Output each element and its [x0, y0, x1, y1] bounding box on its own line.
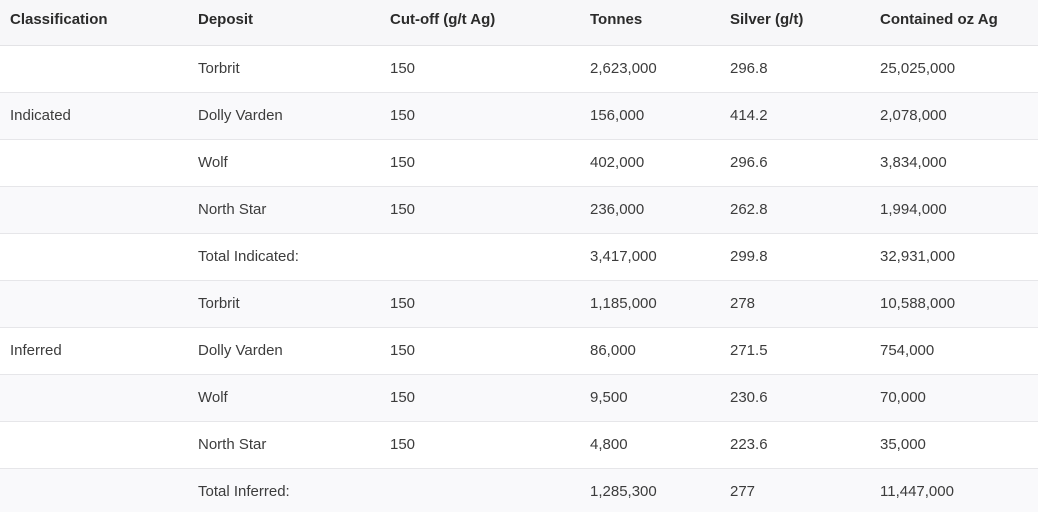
cell-contained-oz: 11,447,000 — [880, 483, 954, 501]
cell-classification — [0, 186, 188, 234]
cell-contained-oz: 35,000 — [870, 421, 1038, 469]
cell-contained-oz: 1,994,000 — [870, 186, 1038, 234]
cell-classification — [0, 45, 188, 93]
cell-deposit: Total Indicated: — [188, 233, 380, 281]
cell-contained-oz: 25,025,000 — [870, 45, 1038, 93]
cell-silver-grade: 414.2 — [720, 92, 870, 140]
cell-silver-grade: 277 — [730, 483, 756, 501]
header-deposit: Deposit — [188, 0, 380, 46]
cell-contained-oz: 3,834,000 — [870, 139, 1038, 187]
cell-deposit: Wolf — [188, 139, 380, 187]
cell-classification — [0, 468, 188, 512]
cell-silver-grade: 262.8 — [720, 186, 870, 234]
cell-cutoff: 150 — [380, 374, 580, 422]
cell-contained-oz: 754,000 — [870, 327, 1038, 375]
table-row: Torbrit 150 1,185,000 278 10,588,000 — [0, 280, 1038, 328]
header-contained-oz: Contained oz Ag — [870, 0, 1038, 46]
cell-tonnes: 156,000 — [580, 92, 720, 140]
cell-classification — [0, 280, 188, 328]
cell-deposit: North Star — [188, 186, 380, 234]
header-silver-grade: Silver (g/t) — [720, 0, 870, 46]
table-row: North Star 150 4,800 223.6 35,000 — [0, 421, 1038, 469]
cell-tonnes: 1,185,000 — [580, 280, 720, 328]
header-cutoff: Cut-off (g/t Ag) — [380, 0, 580, 46]
cell-cutoff: 150 — [380, 45, 580, 93]
cell-tonnes: 9,500 — [580, 374, 720, 422]
cell-silver-grade: 296.8 — [720, 45, 870, 93]
cell-cutoff: 150 — [380, 139, 580, 187]
cell-tonnes: 86,000 — [580, 327, 720, 375]
cell-cutoff: 150 — [380, 421, 580, 469]
cell-contained-oz: 32,931,000 — [870, 233, 1038, 281]
table-row: Inferred Dolly Varden 150 86,000 271.5 754,00… — [0, 327, 1038, 375]
cell-contained-oz: 70,000 — [870, 374, 1038, 422]
table-row: Torbrit 150 2,623,000 296.8 25,025,000 — [0, 45, 1038, 93]
cell-tonnes: 402,000 — [580, 139, 720, 187]
table-row: Total Inferred: 1,285,300 277 11,447,000 — [0, 468, 1038, 512]
cell-deposit: Torbrit — [188, 280, 380, 328]
header-row: Classification Deposit Cut-off (g/t Ag) … — [0, 0, 1038, 46]
cell-deposit: North Star — [188, 421, 380, 469]
cell-contained-oz: 10,588,000 — [870, 280, 1038, 328]
cell-tonnes: 2,623,000 — [580, 45, 720, 93]
cell-silver-grade: 271.5 — [720, 327, 870, 375]
cell-cutoff: 150 — [380, 327, 580, 375]
cell-cutoff: 150 — [380, 280, 580, 328]
header-classification: Classification — [0, 0, 188, 46]
table-header: Classification Deposit Cut-off (g/t Ag) … — [0, 0, 1038, 46]
table-row: Wolf 150 9,500 230.6 70,000 — [0, 374, 1038, 422]
cell-tonnes: 3,417,000 — [580, 233, 720, 281]
cell-silver-grade: 299.8 — [720, 233, 870, 281]
table-row: Total Indicated: 3,417,000 299.8 32,931,000 — [0, 233, 1038, 281]
cell-silver-grade: 230.6 — [720, 374, 870, 422]
cell-silver-grade: 278 — [720, 280, 870, 328]
cell-classification — [0, 139, 188, 187]
cell-cutoff — [380, 233, 580, 281]
cell-classification: Indicated — [0, 92, 188, 140]
cell-tonnes: 1,285,300 — [590, 483, 657, 501]
table-body: Torbrit 150 2,623,000 296.8 25,025,000 Indica… — [0, 45, 1038, 512]
cell-classification — [0, 233, 188, 281]
table-row: Wolf 150 402,000 296.6 3,834,000 — [0, 139, 1038, 187]
cell-deposit: Dolly Varden — [188, 327, 380, 375]
cell-deposit: Wolf — [188, 374, 380, 422]
cell-classification — [0, 374, 188, 422]
table-row: Indicated Dolly Varden 150 156,000 414.2 2,07… — [0, 92, 1038, 140]
cell-tonnes: 4,800 — [580, 421, 720, 469]
cell-cutoff — [380, 468, 580, 512]
header-tonnes: Tonnes — [580, 0, 720, 46]
cell-deposit: Torbrit — [188, 45, 380, 93]
cell-deposit: Dolly Varden — [188, 92, 380, 140]
cell-classification — [0, 421, 188, 469]
cell-silver-grade: 223.6 — [720, 421, 870, 469]
cell-tonnes: 236,000 — [580, 186, 720, 234]
cell-silver-grade: 296.6 — [720, 139, 870, 187]
table-row: North Star 150 236,000 262.8 1,994,000 — [0, 186, 1038, 234]
cell-deposit: Total Inferred: — [198, 483, 290, 501]
cell-contained-oz: 2,078,000 — [870, 92, 1038, 140]
cell-classification: Inferred — [0, 327, 188, 375]
cell-cutoff: 150 — [380, 92, 580, 140]
cell-cutoff: 150 — [380, 186, 580, 234]
